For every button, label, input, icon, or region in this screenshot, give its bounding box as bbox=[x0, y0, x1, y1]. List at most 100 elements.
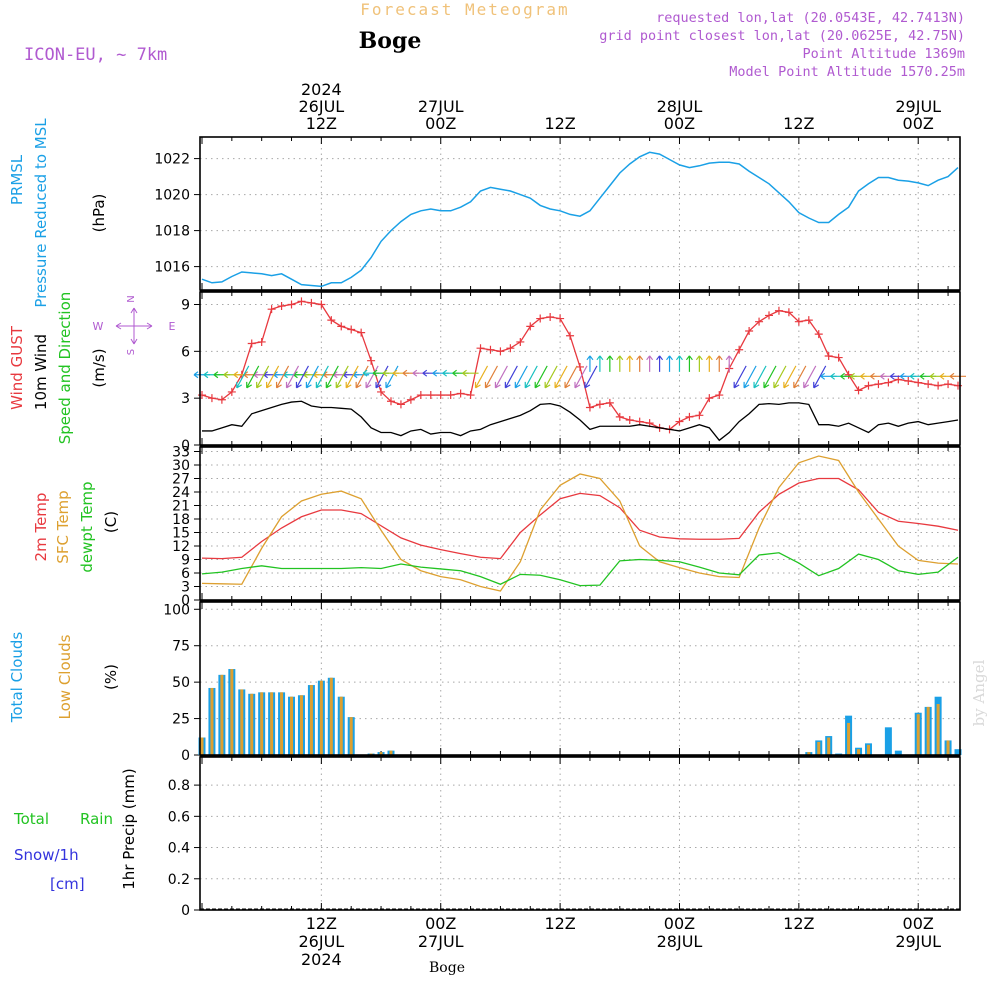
gust-marker bbox=[556, 314, 565, 323]
gust-marker bbox=[476, 344, 485, 353]
low-cloud-bar bbox=[319, 680, 323, 755]
credit-watermark: by Angel bbox=[970, 659, 988, 726]
gust-marker bbox=[735, 345, 744, 354]
wind-direction-arrow bbox=[385, 365, 399, 389]
wind-direction-arrow bbox=[793, 365, 807, 389]
footer-location: Boge bbox=[429, 960, 465, 976]
y-tick-label: 0.2 bbox=[168, 872, 190, 888]
y-tick-label: 30 bbox=[172, 458, 190, 474]
meteogram-plot: 1016101810201022036903691215182124273033… bbox=[8, 80, 967, 969]
gust-marker bbox=[784, 308, 793, 317]
low-cloud-bar bbox=[946, 740, 950, 755]
wind-direction-arrow bbox=[335, 365, 349, 389]
gust-marker bbox=[884, 378, 893, 387]
gust-marker bbox=[297, 297, 306, 306]
temp-2m-label: 2m Temp bbox=[32, 493, 50, 562]
gust-marker bbox=[436, 391, 445, 400]
y-tick-label: 18 bbox=[172, 512, 190, 528]
bottom-time-label: 12Z bbox=[544, 914, 575, 933]
wind-direction-arrow bbox=[355, 365, 369, 389]
wind-direction-arrow bbox=[484, 365, 498, 389]
wind-direction-arrow bbox=[256, 365, 270, 389]
wind-speed-line bbox=[201, 400, 959, 442]
gust-marker bbox=[625, 416, 634, 425]
gust-marker bbox=[834, 353, 843, 362]
wind-direction-arrow bbox=[285, 365, 300, 389]
low-cloud-bar bbox=[210, 687, 214, 755]
meteogram-title: Forecast Meteogram bbox=[360, 0, 569, 19]
gust-marker bbox=[446, 391, 455, 400]
bottom-time-label: 27JUL bbox=[418, 932, 464, 951]
gust-marker bbox=[247, 339, 256, 348]
gust-marker bbox=[934, 381, 943, 390]
compass-e: E bbox=[169, 320, 176, 333]
gust-marker bbox=[466, 391, 475, 400]
requested-coords: requested lon,lat (20.0543E, 42.7413N) bbox=[656, 10, 965, 26]
y-tick-label: 3 bbox=[181, 580, 190, 596]
low-cloud-bar bbox=[270, 692, 274, 755]
wind-direction-arrow bbox=[365, 365, 379, 389]
gust-marker bbox=[267, 305, 276, 314]
wind-direction-arrow bbox=[753, 365, 767, 389]
low-cloud-bar bbox=[230, 669, 234, 755]
bottom-time-label: 26JUL bbox=[299, 932, 345, 951]
gust-marker bbox=[317, 300, 326, 309]
y-tick-label: 0.8 bbox=[168, 778, 190, 794]
top-time-label: 00Z bbox=[903, 114, 934, 133]
wind-direction-arrow bbox=[574, 365, 588, 389]
y-tick-label: 1020 bbox=[154, 188, 190, 204]
gust-marker bbox=[804, 316, 813, 325]
gust-marker bbox=[536, 314, 545, 323]
low-cloud-bar bbox=[260, 692, 264, 755]
pressure-unit-label: (hPa) bbox=[90, 194, 108, 233]
wind-direction-arrow bbox=[763, 365, 777, 389]
gust-marker bbox=[396, 400, 405, 409]
gust-marker bbox=[546, 312, 555, 321]
low-cloud-bar bbox=[807, 752, 811, 755]
gust-marker bbox=[377, 387, 386, 396]
gust-marker bbox=[307, 298, 316, 307]
low-cloud-bar bbox=[280, 692, 284, 755]
top-time-label: 26JUL bbox=[299, 97, 345, 116]
top-time-label: 2024 bbox=[301, 80, 342, 99]
y-tick-label: 50 bbox=[172, 675, 190, 691]
low-cloud-bar bbox=[220, 674, 224, 755]
wind-direction-arrow bbox=[236, 365, 250, 389]
wind-direction-arrow bbox=[705, 355, 713, 372]
low-cloud-bar bbox=[827, 737, 831, 755]
bottom-time-label: 12Z bbox=[306, 914, 337, 933]
y-tick-label: 6 bbox=[181, 344, 190, 360]
wind-direction-arrow bbox=[474, 365, 489, 389]
clouds-unit-label: (%) bbox=[102, 664, 120, 690]
low-cloud-bar bbox=[936, 704, 940, 755]
gust-marker bbox=[406, 395, 415, 404]
wind-direction-arrow bbox=[666, 355, 674, 372]
wind-direction-arrow bbox=[743, 365, 757, 389]
wind-direction-arrow bbox=[949, 372, 967, 380]
y-tick-label: 21 bbox=[172, 499, 190, 515]
gust-marker bbox=[367, 356, 376, 365]
y-tick-label: 27 bbox=[172, 472, 190, 488]
wind-direction-arrow bbox=[564, 365, 578, 389]
y-tick-label: 24 bbox=[172, 485, 190, 501]
top-time-label: 12Z bbox=[783, 114, 814, 133]
model-label: ICON-EU, ~ 7km bbox=[24, 45, 167, 65]
total-rain-label-total: Total bbox=[13, 810, 49, 828]
y-tick-label: 9 bbox=[181, 297, 190, 313]
wind-10m-label: 10m Wind bbox=[32, 334, 50, 410]
point-altitude: Point Altitude 1369m bbox=[802, 46, 965, 62]
low-cloud-bar bbox=[339, 696, 343, 755]
wind-direction-arrow bbox=[725, 355, 733, 372]
low-cloud-bar bbox=[329, 677, 333, 755]
wind-direction-arrow bbox=[636, 355, 644, 372]
gust-marker bbox=[456, 389, 465, 398]
gust-marker bbox=[357, 328, 366, 337]
wind-direction-arrow bbox=[596, 355, 604, 372]
bottom-time-label: 28JUL bbox=[657, 932, 703, 951]
y-tick-label: 0 bbox=[181, 593, 190, 609]
low-cloud-bar bbox=[290, 696, 294, 755]
wind-direction-arrow bbox=[494, 365, 508, 389]
y-tick-label: 0.4 bbox=[168, 841, 190, 857]
total-clouds-label: Total Clouds bbox=[8, 632, 26, 724]
wind-direction-arrow bbox=[646, 355, 654, 372]
